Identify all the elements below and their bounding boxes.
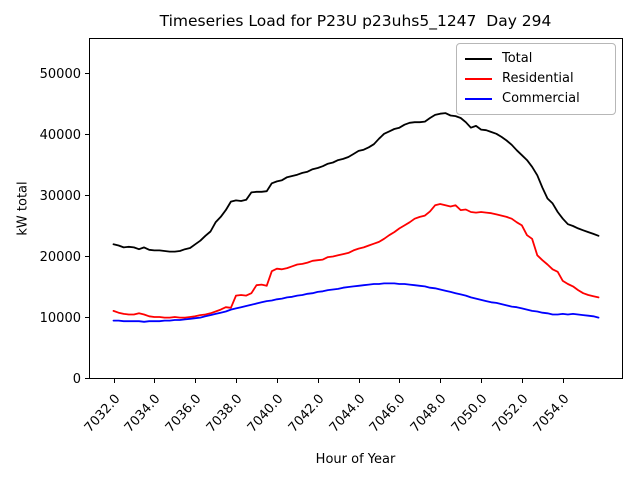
y-tick-label: 10000 <box>40 311 81 326</box>
legend-line-swatch <box>465 98 492 100</box>
x-tick-label: 7042.0 <box>286 392 328 436</box>
y-tick-label: 0 <box>73 372 81 387</box>
x-tick-label: 7040.0 <box>245 392 287 436</box>
legend: Total Residential Commercial <box>456 43 616 115</box>
x-axis-label: Hour of Year <box>315 452 396 467</box>
x-tick-label: 7044.0 <box>327 392 369 436</box>
legend-entry-commercial: Commercial <box>465 89 607 109</box>
x-tick-label: 7038.0 <box>204 392 246 436</box>
legend-entry-residential: Residential <box>465 69 607 89</box>
x-tick-label: 7052.0 <box>490 392 532 436</box>
chart-title: Timeseries Load for P23U p23uhs5_1247 Da… <box>159 12 552 30</box>
legend-label: Commercial <box>502 91 580 106</box>
legend-line-swatch <box>465 78 492 80</box>
x-tick-label: 7036.0 <box>163 392 205 436</box>
x-tick-label: 7032.0 <box>82 392 124 436</box>
legend-label: Residential <box>502 71 574 86</box>
x-tick-label: 7050.0 <box>449 392 491 436</box>
y-tick-label: 50000 <box>40 67 81 82</box>
x-tick-label: 7054.0 <box>531 392 573 436</box>
x-tick-label: 7046.0 <box>367 392 409 436</box>
y-tick-label: 20000 <box>40 250 81 265</box>
series-line-total <box>112 112 600 253</box>
legend-line-swatch <box>465 58 492 60</box>
x-tick-label: 7048.0 <box>408 392 450 436</box>
y-tick-label: 30000 <box>40 189 81 204</box>
legend-entry-total: Total <box>465 49 607 69</box>
series-line-commercial <box>112 282 600 323</box>
legend-label: Total <box>502 51 533 66</box>
axes-spines <box>89 38 623 379</box>
y-axis-label: kW total <box>15 181 31 236</box>
x-tick-label: 7034.0 <box>122 392 164 436</box>
series-line-residential <box>112 203 600 319</box>
y-tick-label: 40000 <box>40 128 81 143</box>
